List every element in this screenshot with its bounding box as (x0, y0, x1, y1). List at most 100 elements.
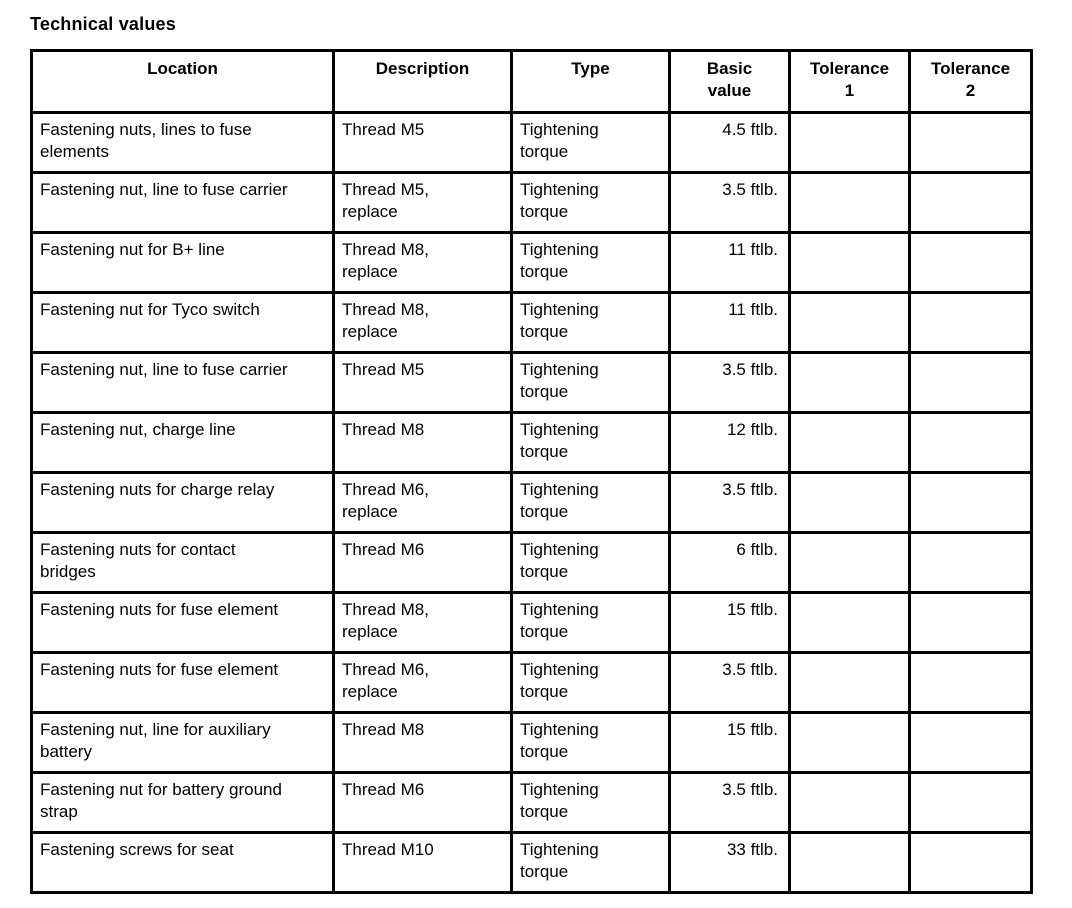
column-header-tolerance-2: Tolerance 2 (908, 49, 1033, 114)
table-row: Fastening nuts, lines to fuse elements T… (30, 111, 1033, 174)
cell-basic-value: 11 ftlb. (668, 231, 791, 294)
cell-type: Tightening torque (510, 471, 671, 534)
cell-tolerance-2 (908, 531, 1033, 594)
technical-values-table: Location Description Type Basic value To… (30, 49, 1033, 894)
table-body: Fastening nuts, lines to fuse elements T… (30, 111, 1033, 894)
cell-tolerance-2 (908, 111, 1033, 174)
cell-basic-value: 3.5 ftlb. (668, 471, 791, 534)
table-row: Fastening nuts for fuse element Thread M… (30, 591, 1033, 654)
table-row: Fastening nut for B+ line Thread M8, rep… (30, 231, 1033, 294)
cell-type: Tightening torque (510, 411, 671, 474)
cell-basic-value: 3.5 ftlb. (668, 171, 791, 234)
column-header-description: Description (332, 49, 513, 114)
table-row: Fastening nut, line to fuse carrier Thre… (30, 171, 1033, 234)
column-header-type: Type (510, 49, 671, 114)
cell-basic-value: 11 ftlb. (668, 291, 791, 354)
cell-basic-value: 15 ftlb. (668, 711, 791, 774)
cell-tolerance-2 (908, 771, 1033, 834)
cell-description: Thread M5 (332, 111, 513, 174)
cell-tolerance-1 (788, 711, 911, 774)
cell-location: Fastening nut for B+ line (30, 231, 335, 294)
cell-description: Thread M6 (332, 531, 513, 594)
cell-description: Thread M5 (332, 351, 513, 414)
cell-tolerance-2 (908, 591, 1033, 654)
cell-location: Fastening nut, line to fuse carrier (30, 171, 335, 234)
cell-basic-value: 33 ftlb. (668, 831, 791, 894)
cell-tolerance-1 (788, 291, 911, 354)
cell-tolerance-2 (908, 411, 1033, 474)
column-header-location: Location (30, 49, 335, 114)
table-header-row: Location Description Type Basic value To… (30, 49, 1033, 114)
cell-type: Tightening torque (510, 771, 671, 834)
cell-location: Fastening nuts for contact bridges (30, 531, 335, 594)
column-header-tolerance-1: Tolerance 1 (788, 49, 911, 114)
cell-tolerance-1 (788, 651, 911, 714)
cell-description: Thread M6, replace (332, 471, 513, 534)
cell-description: Thread M8, replace (332, 231, 513, 294)
cell-description: Thread M6, replace (332, 651, 513, 714)
cell-type: Tightening torque (510, 651, 671, 714)
table-row: Fastening screws for seat Thread M10 Tig… (30, 831, 1033, 894)
cell-tolerance-2 (908, 711, 1033, 774)
cell-tolerance-2 (908, 351, 1033, 414)
cell-basic-value: 3.5 ftlb. (668, 771, 791, 834)
cell-location: Fastening screws for seat (30, 831, 335, 894)
cell-type: Tightening torque (510, 591, 671, 654)
cell-type: Tightening torque (510, 351, 671, 414)
cell-type: Tightening torque (510, 831, 671, 894)
cell-tolerance-1 (788, 231, 911, 294)
cell-description: Thread M10 (332, 831, 513, 894)
cell-tolerance-1 (788, 111, 911, 174)
cell-type: Tightening torque (510, 171, 671, 234)
cell-tolerance-2 (908, 471, 1033, 534)
cell-tolerance-1 (788, 831, 911, 894)
cell-type: Tightening torque (510, 111, 671, 174)
cell-tolerance-1 (788, 471, 911, 534)
cell-location: Fastening nuts for fuse element (30, 651, 335, 714)
cell-description: Thread M6 (332, 771, 513, 834)
cell-type: Tightening torque (510, 291, 671, 354)
table-row: Fastening nut for Tyco switch Thread M8,… (30, 291, 1033, 354)
table-row: Fastening nut, charge line Thread M8 Tig… (30, 411, 1033, 474)
page-title: Technical values (30, 14, 176, 34)
cell-tolerance-1 (788, 531, 911, 594)
cell-location: Fastening nuts for charge relay (30, 471, 335, 534)
column-header-basic-value: Basic value (668, 49, 791, 114)
cell-location: Fastening nut for Tyco switch (30, 291, 335, 354)
cell-location: Fastening nut for battery ground strap (30, 771, 335, 834)
cell-tolerance-2 (908, 651, 1033, 714)
cell-description: Thread M8 (332, 411, 513, 474)
table-row: Fastening nuts for charge relay Thread M… (30, 471, 1033, 534)
table-row: Fastening nut, line to fuse carrier Thre… (30, 351, 1033, 414)
cell-description: Thread M5, replace (332, 171, 513, 234)
cell-tolerance-1 (788, 591, 911, 654)
table-row: Fastening nuts for contact bridges Threa… (30, 531, 1033, 594)
cell-type: Tightening torque (510, 231, 671, 294)
cell-location: Fastening nut, charge line (30, 411, 335, 474)
table-row: Fastening nuts for fuse element Thread M… (30, 651, 1033, 714)
cell-basic-value: 12 ftlb. (668, 411, 791, 474)
table-row: Fastening nut for battery ground strap T… (30, 771, 1033, 834)
cell-location: Fastening nut, line for auxiliary batter… (30, 711, 335, 774)
cell-basic-value: 3.5 ftlb. (668, 651, 791, 714)
cell-location: Fastening nuts for fuse element (30, 591, 335, 654)
cell-description: Thread M8 (332, 711, 513, 774)
cell-tolerance-2 (908, 171, 1033, 234)
cell-basic-value: 4.5 ftlb. (668, 111, 791, 174)
table-header: Location Description Type Basic value To… (30, 49, 1033, 114)
cell-tolerance-1 (788, 351, 911, 414)
table-row: Fastening nut, line for auxiliary batter… (30, 711, 1033, 774)
cell-basic-value: 6 ftlb. (668, 531, 791, 594)
cell-location: Fastening nuts, lines to fuse elements (30, 111, 335, 174)
cell-tolerance-1 (788, 771, 911, 834)
cell-description: Thread M8, replace (332, 591, 513, 654)
cell-tolerance-2 (908, 831, 1033, 894)
cell-location: Fastening nut, line to fuse carrier (30, 351, 335, 414)
cell-description: Thread M8, replace (332, 291, 513, 354)
cell-tolerance-2 (908, 291, 1033, 354)
cell-type: Tightening torque (510, 531, 671, 594)
cell-basic-value: 3.5 ftlb. (668, 351, 791, 414)
cell-tolerance-1 (788, 411, 911, 474)
cell-basic-value: 15 ftlb. (668, 591, 791, 654)
